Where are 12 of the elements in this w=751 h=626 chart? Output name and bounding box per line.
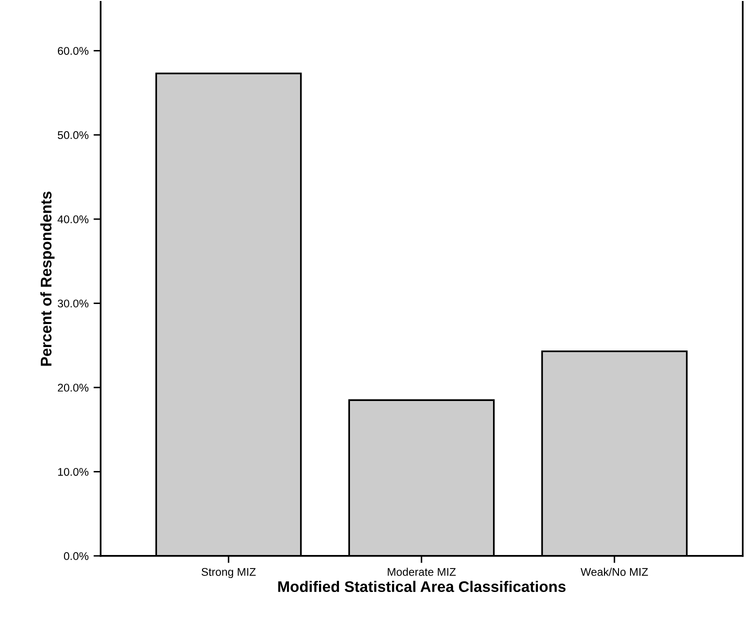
x-tick-label: Strong MIZ [202, 568, 256, 578]
y-tick-label: 40.0% [58, 215, 88, 224]
x-axis-title: Modified Statistical Area Classifications [278, 580, 566, 592]
y-tick-label: 50.0% [58, 131, 88, 140]
y-tick-label: 30.0% [58, 300, 88, 308]
y-tick-label: 0.0% [64, 552, 88, 560]
x-tick-label: Weak/No MIZ [580, 568, 648, 576]
y-tick-label: 60.0% [58, 46, 88, 55]
y-tick-label: 10.0% [58, 468, 88, 476]
y-axis-title: Percent of Respondents [40, 192, 55, 366]
x-tick-label: Moderate MIZ [388, 568, 456, 576]
y-tick-label: 20.0% [58, 384, 88, 392]
